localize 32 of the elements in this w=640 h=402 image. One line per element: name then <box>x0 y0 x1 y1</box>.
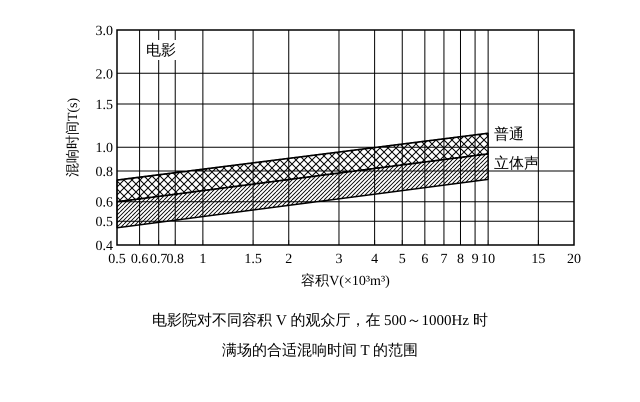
x-tick-label: 1.5 <box>244 252 262 267</box>
y-tick-label: 0.4 <box>96 239 113 254</box>
x-axis-title: 容积V(×10³m³) <box>301 273 390 289</box>
x-tick-label: 7 <box>440 252 448 267</box>
x-tick-label: 6 <box>421 252 428 267</box>
x-tick-label: 2 <box>285 252 292 267</box>
y-tick-label: 0.6 <box>96 196 113 211</box>
y-tick-label: 0.5 <box>96 215 113 230</box>
series-label: 普通 <box>494 126 524 144</box>
x-tick-label: 5 <box>398 252 406 267</box>
x-tick-label: 1 <box>199 252 206 267</box>
x-tick-label: 9 <box>472 252 479 267</box>
x-tick-label: 15 <box>531 252 546 267</box>
x-tick-label: 10 <box>481 252 496 267</box>
x-tick-label: 8 <box>456 252 464 267</box>
x-tick-label: 0.8 <box>166 252 184 267</box>
y-axis-title: 混响时间T(s) <box>65 98 81 178</box>
text: 电影院对不同容积 V 的观众厅，在 500～1000Hz 时 <box>152 312 488 329</box>
x-tick-label: 0.7 <box>150 252 168 267</box>
y-tick-label: 2.0 <box>96 67 113 82</box>
y-tick-label: 0.8 <box>96 165 113 180</box>
y-tick-label: 1.5 <box>96 98 113 113</box>
text: 电影 <box>146 42 176 59</box>
y-tick-label: 3.0 <box>96 24 113 39</box>
x-tick-label: 3 <box>335 252 342 267</box>
y-tick-label: 1.0 <box>96 141 113 156</box>
x-tick-label: 0.5 <box>108 252 126 267</box>
x-tick-label: 20 <box>567 252 581 267</box>
text: 满场的合适混响时间 T 的范围 <box>222 342 418 359</box>
x-tick-label: 0.6 <box>130 252 148 267</box>
series-label: 立体声 <box>494 154 540 172</box>
x-tick-label: 4 <box>371 252 378 267</box>
